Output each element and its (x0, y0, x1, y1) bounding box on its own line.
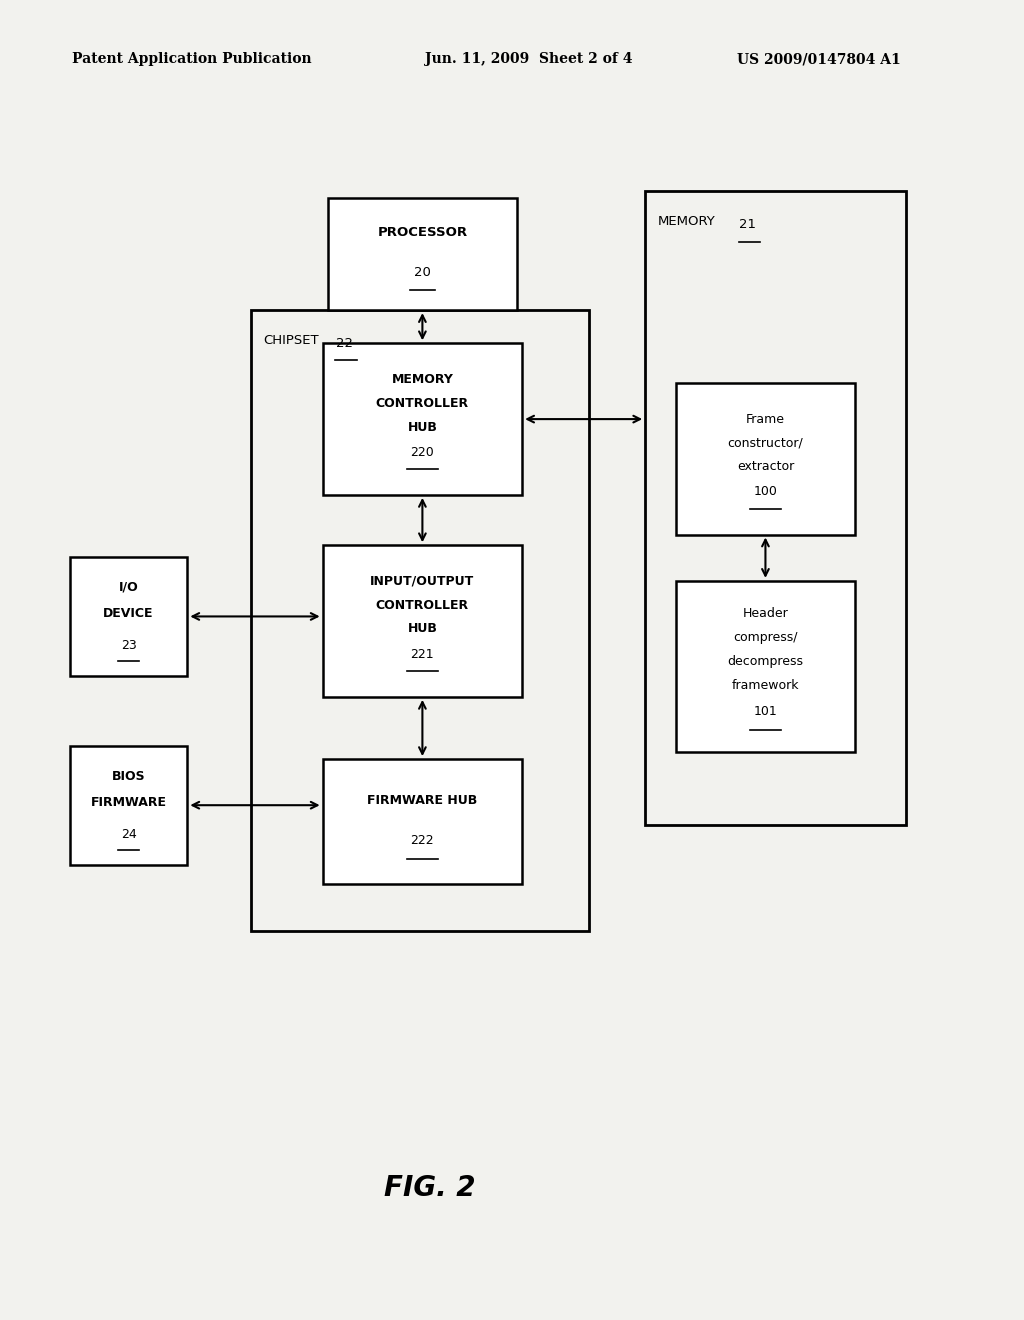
Text: DEVICE: DEVICE (103, 607, 154, 620)
Text: 23: 23 (121, 639, 136, 652)
Text: Frame: Frame (745, 413, 785, 425)
Text: 22: 22 (336, 337, 353, 350)
Text: MEMORY: MEMORY (657, 215, 715, 228)
Text: Header: Header (742, 607, 788, 620)
FancyBboxPatch shape (323, 545, 522, 697)
Text: MEMORY: MEMORY (391, 374, 454, 385)
Text: 21: 21 (739, 218, 757, 231)
Text: extractor: extractor (737, 461, 794, 473)
Text: FIG. 2: FIG. 2 (384, 1173, 476, 1203)
Text: framework: framework (732, 678, 799, 692)
Text: FIRMWARE: FIRMWARE (90, 796, 167, 809)
Text: 220: 220 (411, 446, 434, 458)
Text: compress/: compress/ (733, 631, 798, 644)
Text: 24: 24 (121, 828, 136, 841)
Text: 101: 101 (754, 705, 777, 718)
Text: PROCESSOR: PROCESSOR (377, 227, 468, 239)
Text: HUB: HUB (408, 421, 437, 433)
Text: Patent Application Publication: Patent Application Publication (72, 53, 311, 66)
Text: CHIPSET: CHIPSET (263, 334, 318, 347)
Text: CONTROLLER: CONTROLLER (376, 599, 469, 611)
Text: BIOS: BIOS (112, 770, 145, 783)
FancyBboxPatch shape (70, 557, 187, 676)
Text: decompress: decompress (727, 655, 804, 668)
Text: 20: 20 (414, 267, 431, 279)
Text: US 2009/0147804 A1: US 2009/0147804 A1 (737, 53, 901, 66)
Text: I/O: I/O (119, 581, 138, 594)
FancyBboxPatch shape (676, 581, 855, 752)
Text: constructor/: constructor/ (728, 437, 803, 449)
Text: Jun. 11, 2009  Sheet 2 of 4: Jun. 11, 2009 Sheet 2 of 4 (425, 53, 633, 66)
FancyBboxPatch shape (645, 191, 906, 825)
Text: 100: 100 (754, 486, 777, 498)
FancyBboxPatch shape (328, 198, 517, 310)
Text: HUB: HUB (408, 623, 437, 635)
Text: INPUT/OUTPUT: INPUT/OUTPUT (371, 576, 474, 587)
Text: 221: 221 (411, 648, 434, 660)
FancyBboxPatch shape (251, 310, 589, 931)
Text: CONTROLLER: CONTROLLER (376, 397, 469, 409)
FancyBboxPatch shape (323, 343, 522, 495)
Text: FIRMWARE HUB: FIRMWARE HUB (368, 795, 477, 807)
FancyBboxPatch shape (676, 383, 855, 535)
FancyBboxPatch shape (70, 746, 187, 865)
Text: 222: 222 (411, 834, 434, 846)
FancyBboxPatch shape (323, 759, 522, 884)
